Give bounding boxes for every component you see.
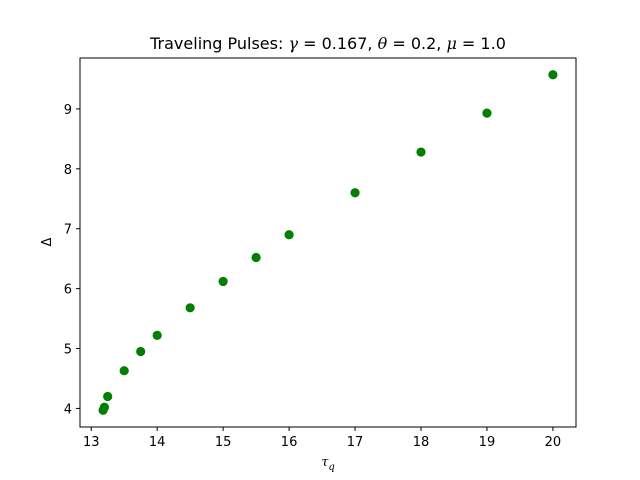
data-point — [99, 402, 110, 412]
chart-title-part: = 1.0 — [457, 34, 506, 53]
x-axis-label: τq — [321, 455, 335, 473]
x-tick-label: 17 — [347, 435, 364, 450]
data-point — [185, 303, 195, 313]
x-tick-label: 14 — [149, 435, 166, 450]
chart-title-part: μ — [446, 34, 456, 53]
data-point — [152, 330, 162, 340]
x-tick-label: 15 — [215, 435, 232, 450]
data-point — [119, 366, 129, 376]
y-tick-label: 6 — [64, 283, 72, 298]
y-axis-ticks: 4 5 6 7 8 9 — [64, 103, 80, 417]
y-tick-label: 8 — [64, 163, 72, 178]
data-points — [98, 70, 558, 415]
data-point — [103, 391, 113, 402]
data-point — [284, 230, 294, 240]
y-tick-label: 5 — [64, 343, 72, 358]
data-point — [136, 346, 146, 357]
data-point — [482, 108, 492, 118]
y-tick-label: 4 — [64, 402, 72, 417]
chart-title-part: θ — [378, 34, 388, 53]
x-tick-label: 18 — [413, 435, 430, 450]
chart-title-part: = 0.167, — [298, 34, 378, 53]
data-point — [548, 70, 558, 80]
y-tick-label: 7 — [64, 223, 72, 238]
x-tick-label: 19 — [479, 435, 496, 450]
plot-frame — [79, 57, 577, 428]
chart-title-part: Traveling Pulses: — [149, 34, 288, 53]
y-axis-label: Δ — [40, 237, 55, 246]
data-point — [350, 188, 360, 198]
x-tick-label: 13 — [83, 435, 100, 450]
x-axis-ticks: 13 14 15 16 17 18 19 20 — [83, 427, 561, 450]
chart-title-part: = 0.2, — [387, 34, 446, 53]
data-point — [218, 276, 228, 287]
y-tick-label: 9 — [64, 103, 72, 118]
chart-title: Traveling Pulses: γ = 0.167, θ = 0.2, μ … — [149, 34, 506, 53]
x-tick-label: 20 — [545, 435, 562, 450]
data-point — [416, 147, 426, 157]
chart-title-part: γ — [288, 34, 298, 53]
data-point — [251, 252, 261, 263]
x-tick-label: 16 — [281, 435, 298, 450]
